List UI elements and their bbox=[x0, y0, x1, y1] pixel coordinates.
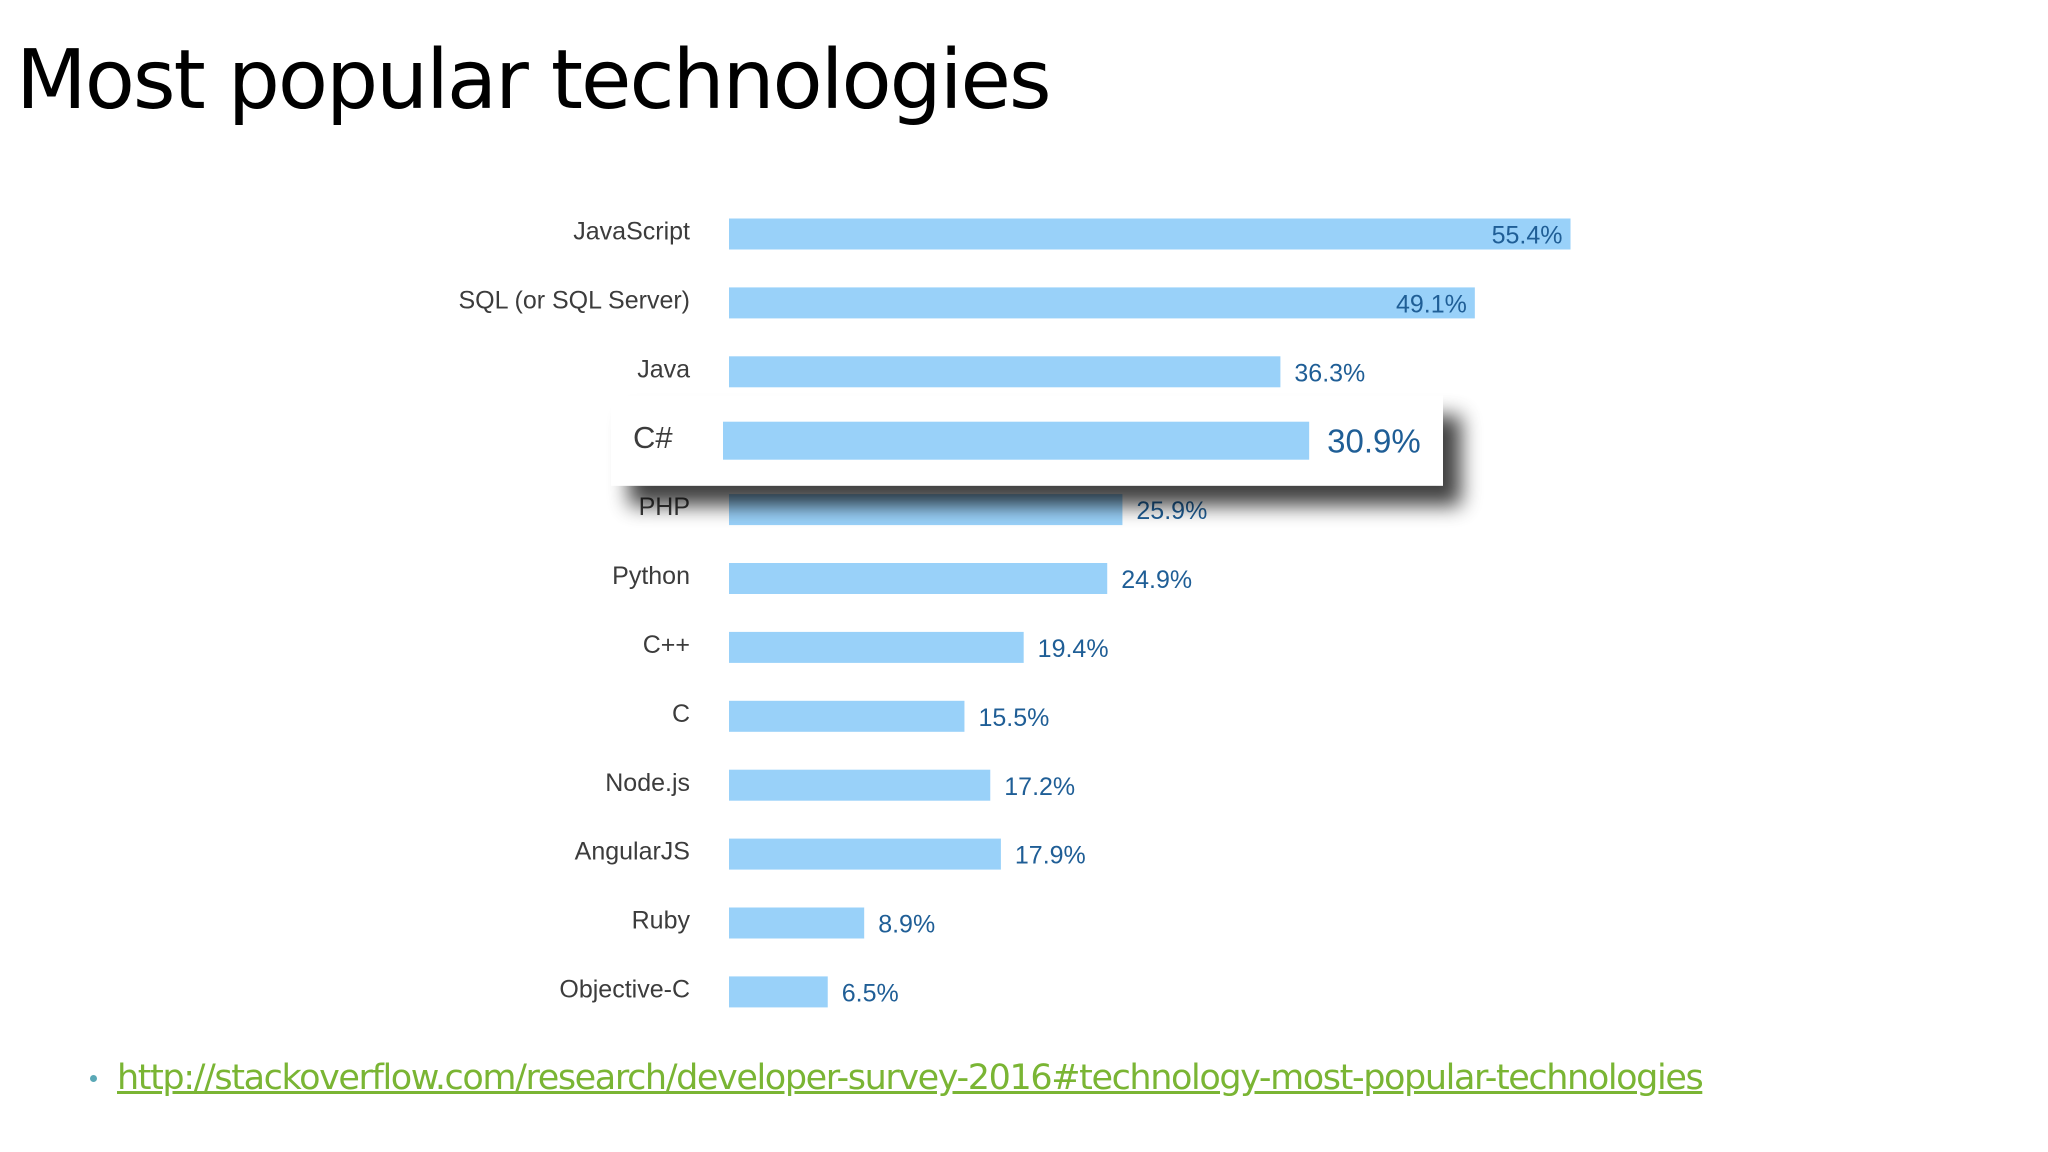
value-label-php: 25.9% bbox=[1136, 497, 1207, 525]
bar-c bbox=[729, 631, 1024, 663]
bar-chart: JavaScript 55.4% SQL (or SQL Server) 49.1% J… bbox=[458, 218, 1571, 1008]
slide-title: Most popular technologies bbox=[16, 33, 1052, 128]
bar-javascript bbox=[729, 218, 1571, 250]
highlight-card: C# 30.9% bbox=[611, 395, 1443, 486]
bar-c bbox=[729, 700, 965, 732]
bar-python bbox=[729, 563, 1108, 594]
value-label-python: 24.9% bbox=[1121, 566, 1192, 594]
bar-sql-or-sql-server bbox=[729, 287, 1475, 319]
value-label-c: 30.9% bbox=[1327, 422, 1421, 459]
bar-c bbox=[723, 421, 1310, 460]
value-label-angularjs: 17.9% bbox=[1015, 842, 1086, 870]
source-line: http://stackoverflow.com/research/develo… bbox=[90, 1058, 1704, 1098]
bar-ruby bbox=[729, 907, 865, 939]
bar-php bbox=[729, 494, 1123, 526]
value-label-node-js: 17.2% bbox=[1004, 773, 1075, 801]
value-label-objective-c: 6.5% bbox=[842, 980, 899, 1008]
value-label-c: 15.5% bbox=[978, 704, 1049, 732]
source-link[interactable]: http://stackoverflow.com/research/develo… bbox=[117, 1058, 1704, 1098]
bar-objective-c bbox=[729, 976, 828, 1008]
category-label-javascript: JavaScript bbox=[573, 218, 690, 246]
category-label-python: Python bbox=[612, 562, 690, 590]
value-label-java: 36.3% bbox=[1294, 359, 1365, 387]
category-label-node-js: Node.js bbox=[605, 769, 690, 797]
category-label-objective-c: Objective-C bbox=[559, 976, 690, 1004]
value-label-c: 19.4% bbox=[1038, 635, 1109, 663]
category-label-java: Java bbox=[637, 355, 690, 383]
category-label-c: C++ bbox=[643, 631, 690, 659]
category-label-c: C bbox=[672, 700, 690, 728]
category-label-angularjs: AngularJS bbox=[575, 838, 690, 866]
category-label-c: C# bbox=[633, 420, 673, 455]
bar-java bbox=[729, 356, 1281, 388]
bar-angularjs bbox=[729, 838, 1001, 870]
value-label-ruby: 8.9% bbox=[878, 911, 935, 939]
category-label-ruby: Ruby bbox=[632, 907, 691, 935]
category-label-php: PHP bbox=[639, 493, 690, 521]
bar-node-js bbox=[729, 769, 991, 801]
value-label-sql-or-sql-server: 49.1% bbox=[1396, 291, 1467, 319]
bullet-icon bbox=[90, 1074, 97, 1082]
value-label-javascript: 55.4% bbox=[1492, 222, 1563, 250]
category-label-sql-or-sql-server: SQL (or SQL Server) bbox=[458, 287, 690, 315]
